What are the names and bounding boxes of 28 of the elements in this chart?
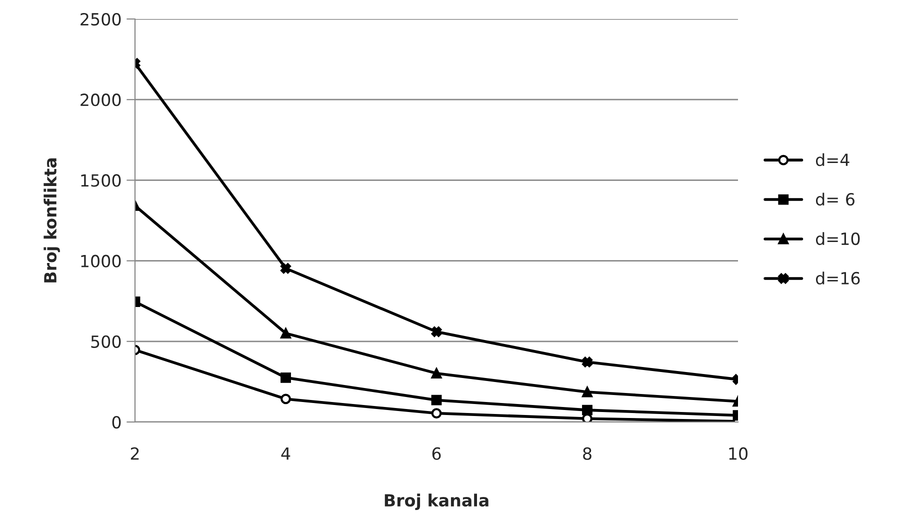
- point: [431, 326, 442, 337]
- point: [280, 394, 291, 404]
- x-tick-label: 6: [432, 447, 441, 460]
- point: [582, 356, 592, 368]
- point: [582, 386, 592, 398]
- y-tick-label: 0: [112, 416, 121, 429]
- x-tick-label: 4: [281, 448, 290, 460]
- point: [431, 408, 442, 419]
- point: [280, 263, 291, 274]
- point: [431, 394, 442, 406]
- y-tick-label: 1000: [81, 254, 121, 268]
- legend-label: d=16: [816, 272, 860, 285]
- point: [280, 328, 291, 339]
- x-tick-label: 10: [729, 447, 748, 460]
- point: [280, 372, 291, 383]
- x-tick-label: 2: [130, 447, 139, 460]
- x-tick-label: 8: [583, 447, 592, 460]
- y-tick-label: 1500: [81, 174, 121, 187]
- legend-label: d=4: [816, 153, 850, 166]
- y-tick-label: 500: [91, 335, 121, 348]
- x-axis-title: Broj kanala: [384, 494, 488, 510]
- legend-label: d= 6: [816, 192, 854, 206]
- point: [431, 368, 442, 379]
- point: [582, 404, 592, 416]
- y-tick-label: 2500: [80, 12, 121, 26]
- y-tick-label: 2000: [80, 94, 121, 106]
- legend-label: d=10: [816, 232, 860, 246]
- y-axis-title: Broj konflikta: [44, 158, 60, 282]
